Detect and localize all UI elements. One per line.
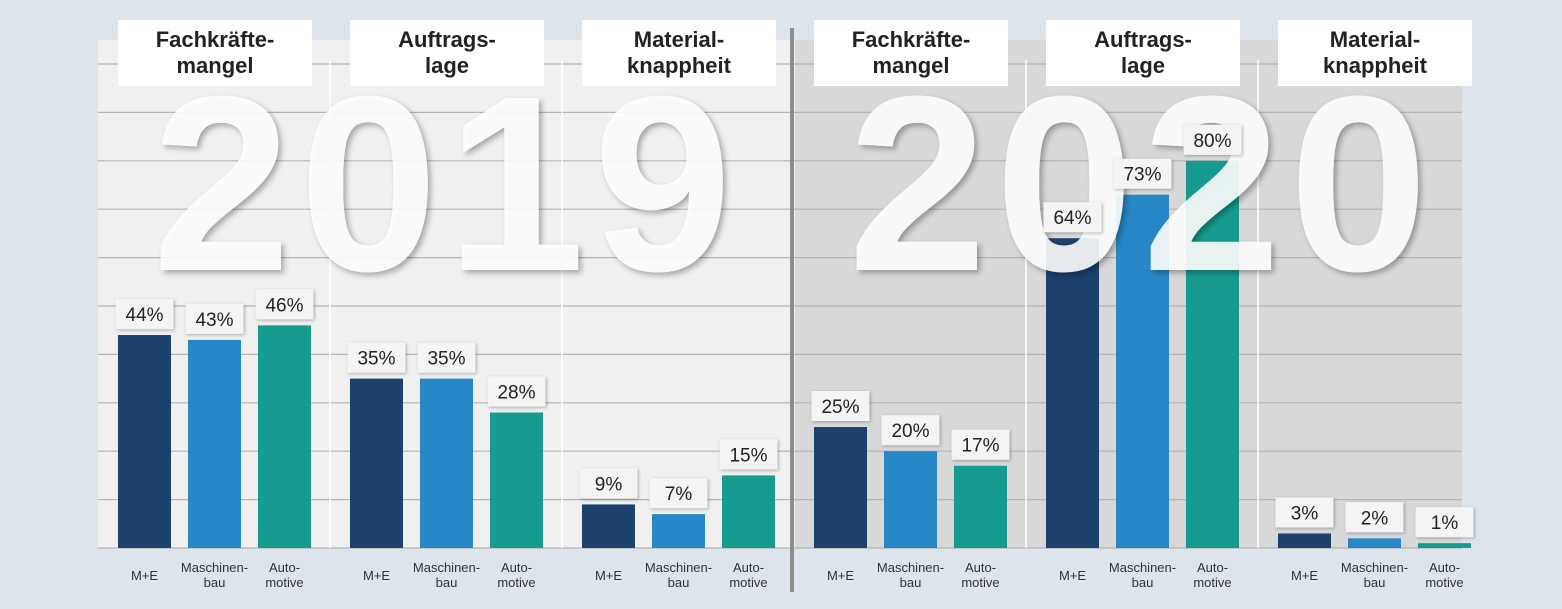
- category-label: M+E: [1290, 567, 1319, 583]
- bar: [188, 339, 241, 548]
- value-label: 17%: [961, 436, 999, 457]
- value-label: 35%: [357, 349, 395, 370]
- value-label-box: [185, 303, 244, 334]
- panel-title: Fachkräfte- mangel: [814, 20, 1008, 86]
- panel-title: Auftrags- lage: [350, 20, 544, 86]
- value-label: 28%: [497, 382, 535, 403]
- category-label: Maschinen- bau: [644, 560, 713, 590]
- bar: [258, 325, 311, 548]
- category-label: M+E: [826, 567, 855, 583]
- bar: [954, 465, 1007, 548]
- category-label: Auto- motive: [961, 560, 1000, 590]
- category-label: M+E: [1058, 567, 1087, 583]
- value-label: 43%: [195, 310, 233, 331]
- category-label: Auto- motive: [729, 560, 768, 590]
- bar: [1116, 194, 1169, 548]
- bar: [652, 514, 705, 548]
- value-label: 80%: [1193, 131, 1231, 152]
- value-label-box: [417, 342, 476, 373]
- bar: [350, 378, 403, 548]
- category-label: M+E: [130, 567, 159, 583]
- value-label-box: [1043, 202, 1102, 233]
- year-label: 2019: [152, 44, 740, 323]
- value-label: 44%: [125, 305, 163, 326]
- category-label: Maschinen- bau: [876, 560, 945, 590]
- bar: [420, 378, 473, 548]
- value-label-box: [719, 439, 778, 470]
- category-label: M+E: [362, 567, 391, 583]
- bar: [1278, 533, 1331, 548]
- value-label: 7%: [665, 484, 693, 505]
- value-label: 15%: [729, 445, 767, 466]
- bar: [722, 475, 775, 548]
- value-label: 46%: [265, 295, 303, 316]
- panel-title: Fachkräfte- mangel: [118, 20, 312, 86]
- value-label: 73%: [1123, 165, 1161, 186]
- value-label: 9%: [595, 474, 623, 495]
- value-label: 1%: [1431, 513, 1459, 534]
- category-label: Maschinen- bau: [412, 560, 481, 590]
- category-label: M+E: [594, 567, 623, 583]
- category-label: Auto- motive: [497, 560, 536, 590]
- category-label: Auto- motive: [265, 560, 304, 590]
- bar: [1348, 538, 1401, 548]
- value-label-box: [649, 478, 708, 509]
- category-label: Maschinen- bau: [180, 560, 249, 590]
- value-label-box: [487, 376, 546, 407]
- category-label: Maschinen- bau: [1108, 560, 1177, 590]
- value-label-box: [255, 289, 314, 320]
- value-label-box: [579, 468, 638, 499]
- bar: [884, 451, 937, 548]
- value-label: 20%: [891, 421, 929, 442]
- value-label-box: [811, 391, 870, 421]
- category-label: Auto- motive: [1425, 560, 1464, 590]
- value-label-box: [1113, 158, 1172, 189]
- value-label-box: [1275, 497, 1334, 528]
- category-label: Auto- motive: [1193, 560, 1232, 590]
- value-label: 3%: [1291, 503, 1319, 524]
- bar: [118, 335, 171, 548]
- value-label-box: [1345, 502, 1404, 533]
- bar: [814, 427, 867, 548]
- bar: [582, 504, 635, 548]
- panel-title: Material- knappheit: [582, 20, 776, 86]
- value-label-box: [115, 299, 174, 330]
- value-label: 35%: [427, 349, 465, 370]
- panel-title: Material- knappheit: [1278, 20, 1472, 86]
- value-label-box: [1183, 124, 1242, 155]
- value-label-box: [1415, 507, 1474, 538]
- bar: [1046, 238, 1099, 549]
- panel-title: Auftrags- lage: [1046, 20, 1240, 86]
- bar: [1418, 543, 1471, 548]
- value-label: 2%: [1361, 508, 1389, 529]
- value-label-box: [951, 429, 1010, 460]
- value-label: 64%: [1053, 208, 1091, 229]
- value-label-box: [881, 415, 940, 446]
- category-label: Maschinen- bau: [1340, 560, 1409, 590]
- value-label-box: [347, 342, 406, 373]
- value-label: 25%: [821, 397, 859, 418]
- bar: [490, 412, 543, 548]
- bar: [1186, 160, 1239, 549]
